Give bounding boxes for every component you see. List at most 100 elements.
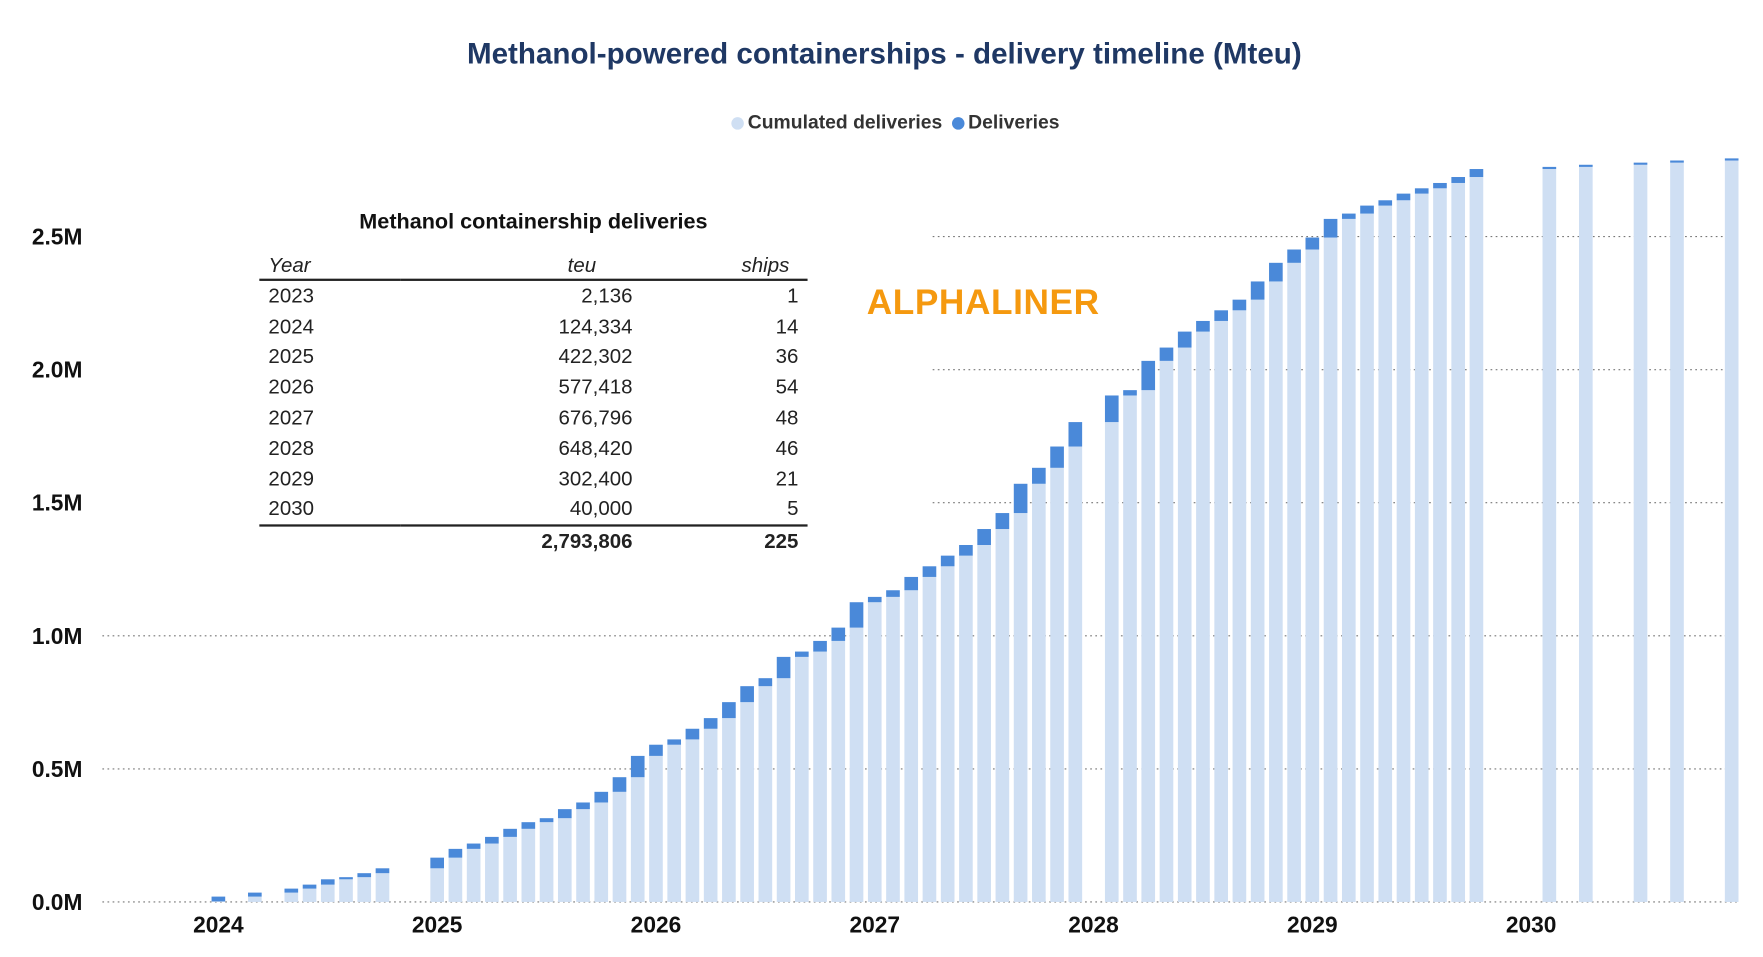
y-tick-label: 2.5M	[32, 224, 83, 250]
bar-cumulated-2028-12	[1287, 262, 1301, 902]
bar-deliveries-2028-05	[1159, 347, 1174, 361]
x-tick-label: 2028	[1068, 912, 1119, 938]
bar-deliveries-2026-08	[776, 656, 791, 679]
legend-label-cumulated: Cumulated deliveries	[747, 111, 943, 134]
bar-cumulated-2027-09	[1013, 513, 1028, 902]
bar-deliveries-2029-10	[1469, 169, 1484, 178]
bar-deliveries-2026-02	[667, 739, 682, 745]
bar-deliveries-2028-11	[1269, 262, 1283, 282]
alphaliner-logo: ALPHALINER	[866, 282, 1100, 322]
bar-deliveries-2027-08	[995, 513, 1010, 530]
bar-cumulated-2029-04	[1360, 213, 1374, 902]
bar-deliveries-2025-12	[630, 755, 645, 778]
bar-deliveries-2027-04	[922, 566, 937, 577]
header-year: Year	[259, 251, 401, 281]
legend-item-deliveries: Deliveries	[952, 111, 1060, 133]
bar-deliveries-2024-07	[320, 879, 335, 885]
bar-cumulated-2027-04	[922, 576, 937, 902]
bar-cumulated-2028-10	[1250, 299, 1265, 902]
bar-deliveries-2027-01	[867, 596, 882, 603]
bar-cumulated-2027-07	[977, 544, 991, 902]
table-total-row: 2,793,806 225	[259, 524, 808, 558]
table-row: 2026 577,418 54	[259, 372, 807, 402]
bar-cumulated-2026-05	[722, 718, 736, 902]
bar-cumulated-2029-07	[1414, 193, 1429, 902]
cell-teu: 577,418	[558, 375, 633, 399]
bar-deliveries-2027-03	[904, 576, 919, 591]
bar-cumulated-2025-02	[448, 857, 463, 902]
x-tick-label: 2030	[1506, 912, 1557, 938]
legend-item-cumulated: Cumulated deliveries	[731, 111, 943, 134]
cell-teu: 422,302	[558, 345, 633, 368]
bar-cumulated-2030-09	[1670, 162, 1684, 902]
header-ships: ships	[641, 251, 808, 281]
bar-cumulated-2025-04	[485, 843, 499, 902]
bar-deliveries-2026-01	[649, 744, 663, 756]
bar-deliveries-2026-07	[758, 678, 773, 687]
bar-cumulated-2029-02	[1323, 237, 1338, 902]
bar-deliveries-2025-09	[576, 802, 590, 810]
bar-deliveries-2025-06	[521, 822, 536, 829]
bar-cumulated-2027-05	[940, 566, 955, 902]
bar-deliveries-2029-01	[1305, 237, 1320, 250]
bar-deliveries-2028-03	[1123, 390, 1137, 396]
bar-deliveries-2025-03	[466, 843, 481, 849]
bar-cumulated-2025-09	[576, 809, 590, 902]
bar-cumulated-2026-06	[740, 702, 754, 902]
cell-year: 2029	[268, 467, 314, 490]
bar-deliveries-2026-06	[740, 686, 754, 703]
bar-deliveries-2027-12	[1068, 422, 1083, 447]
bar-deliveries-2025-07	[539, 818, 554, 823]
bar-cumulated-2025-06	[521, 828, 536, 902]
cell-year: 2023	[268, 284, 314, 307]
bar-cumulated-2026-04	[703, 728, 718, 902]
bar-cumulated-2027-11	[1050, 467, 1064, 902]
bar-cumulated-2027-03	[904, 590, 919, 902]
bar-deliveries-2028-02	[1104, 395, 1119, 423]
bar-deliveries-2025-10	[594, 791, 609, 803]
bar-cumulated-2029-06	[1396, 200, 1411, 902]
bar-cumulated-2029-03	[1341, 218, 1356, 902]
bar-cumulated-2028-11	[1269, 281, 1283, 902]
cell-ships: 14	[775, 314, 799, 338]
bar-deliveries-2025-04	[485, 836, 499, 844]
bar-deliveries-2026-12	[849, 602, 864, 628]
bar-cumulated-2027-10	[1032, 483, 1046, 902]
bar-deliveries-2029-02	[1323, 218, 1338, 238]
bar-cumulated-2027-02	[886, 596, 900, 902]
bar-deliveries-2025-05	[503, 828, 517, 837]
bar-deliveries-2026-11	[831, 627, 846, 641]
cell-year: 2027	[268, 406, 314, 429]
bar-cumulated-2028-05	[1159, 360, 1174, 902]
bar-deliveries-2027-07	[977, 529, 991, 545]
x-tick-label: 2029	[1287, 912, 1338, 938]
cell-year: 2026	[268, 375, 314, 399]
bar-cumulated-2026-02	[667, 744, 682, 902]
bar-cumulated-2030-04	[1578, 166, 1593, 902]
cell-ships: 36	[775, 345, 799, 368]
header-teu: teu	[400, 251, 642, 281]
bar-cumulated-2029-10	[1469, 177, 1484, 902]
bar-deliveries-2026-03	[685, 728, 700, 740]
bar-cumulated-2028-03	[1123, 395, 1137, 902]
legend-swatch-deliveries	[952, 117, 965, 130]
bar-cumulated-2024-08	[339, 879, 353, 902]
bar-cumulated-2027-01	[867, 602, 882, 902]
cell-ships: 1	[787, 284, 799, 307]
bar-deliveries-2026-10	[813, 640, 827, 652]
bar-cumulated-2025-07	[539, 822, 554, 902]
legend: Cumulated deliveries Deliveries	[0, 111, 1763, 134]
bar-deliveries-2024-03	[248, 892, 262, 897]
bar-deliveries-2030-07	[1633, 162, 1648, 165]
cell-teu: 40,000	[569, 497, 633, 521]
bar-deliveries-2024-10	[375, 868, 390, 874]
bar-cumulated-2029-01	[1305, 249, 1320, 902]
bar-cumulated-2025-10	[594, 802, 609, 902]
cell-teu: 2,136	[581, 284, 633, 307]
cell-ships: 48	[775, 406, 799, 429]
bar-deliveries-2028-04	[1141, 360, 1156, 391]
bar-deliveries-2026-04	[703, 718, 718, 729]
bar-deliveries-2029-08	[1433, 182, 1447, 189]
bar-cumulated-2025-12	[630, 777, 645, 902]
